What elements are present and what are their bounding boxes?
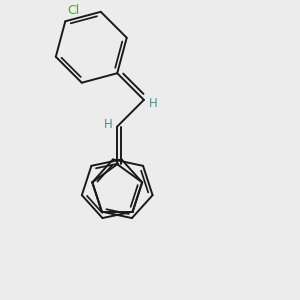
Text: H: H	[104, 118, 112, 131]
Text: Cl: Cl	[67, 4, 79, 17]
Text: H: H	[149, 97, 158, 110]
